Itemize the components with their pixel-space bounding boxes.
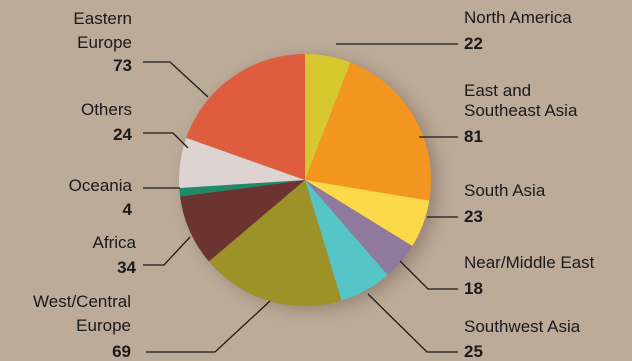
slice-label-north-america: North America	[464, 8, 572, 27]
slice-value-africa: 34	[117, 258, 136, 277]
slice-label-south-asia: South Asia	[464, 181, 546, 200]
leader-line-southwest-asia	[367, 293, 458, 353]
leader-line-west-central-europe	[146, 300, 271, 353]
slice-label-southwest-asia: Southwest Asia	[464, 317, 581, 336]
leader-line-africa	[143, 236, 191, 266]
slice-value-east-and-southeast-asia: 81	[464, 127, 483, 146]
pie-slice-africa	[180, 180, 305, 262]
slice-value-north-america: 22	[464, 34, 483, 53]
pie-slice-oceania	[179, 180, 305, 197]
pie-slice-southwest-asia	[305, 180, 388, 301]
slice-label-africa: Africa	[93, 233, 137, 252]
leader-line-near-middle-east	[399, 260, 458, 290]
slice-value-south-asia: 23	[464, 207, 483, 226]
pie-slice-south-asia	[305, 180, 430, 247]
slice-value-west-central-europe: 69	[112, 342, 131, 361]
slice-label-west-central-europe-line-2: Europe	[76, 316, 131, 335]
slice-value-eastern-europe: 73	[113, 56, 132, 75]
slice-value-others: 24	[113, 125, 132, 144]
slice-label-others: Others	[81, 100, 132, 119]
slice-label-eastern-europe-line-2: Europe	[77, 33, 132, 52]
slice-label-east-and-southeast-asia-line-1: East and	[464, 81, 531, 100]
slice-value-southwest-asia: 25	[464, 342, 483, 361]
slice-value-oceania: 4	[123, 200, 133, 219]
slice-label-east-and-southeast-asia-line-2: Southeast Asia	[464, 101, 578, 120]
pie-slice-others	[178, 137, 305, 188]
pie-slice-eastern-europe	[186, 54, 305, 180]
pie-slice-east-and-southeast-asia	[305, 62, 431, 201]
slice-label-oceania: Oceania	[69, 176, 133, 195]
pie-slices	[178, 54, 431, 306]
slice-value-near-middle-east: 18	[464, 279, 483, 298]
slice-label-west-central-europe-line-1: West/Central	[33, 292, 131, 311]
pie-slice-west-central-europe	[208, 180, 342, 306]
pie-slice-north-america	[305, 54, 351, 180]
leader-line-others	[143, 132, 189, 149]
pie-slice-near-middle-east	[305, 180, 413, 276]
leader-line-eastern-europe	[143, 61, 209, 98]
slice-label-eastern-europe-line-1: Eastern	[73, 9, 132, 28]
slice-label-near-middle-east: Near/Middle East	[464, 253, 595, 272]
